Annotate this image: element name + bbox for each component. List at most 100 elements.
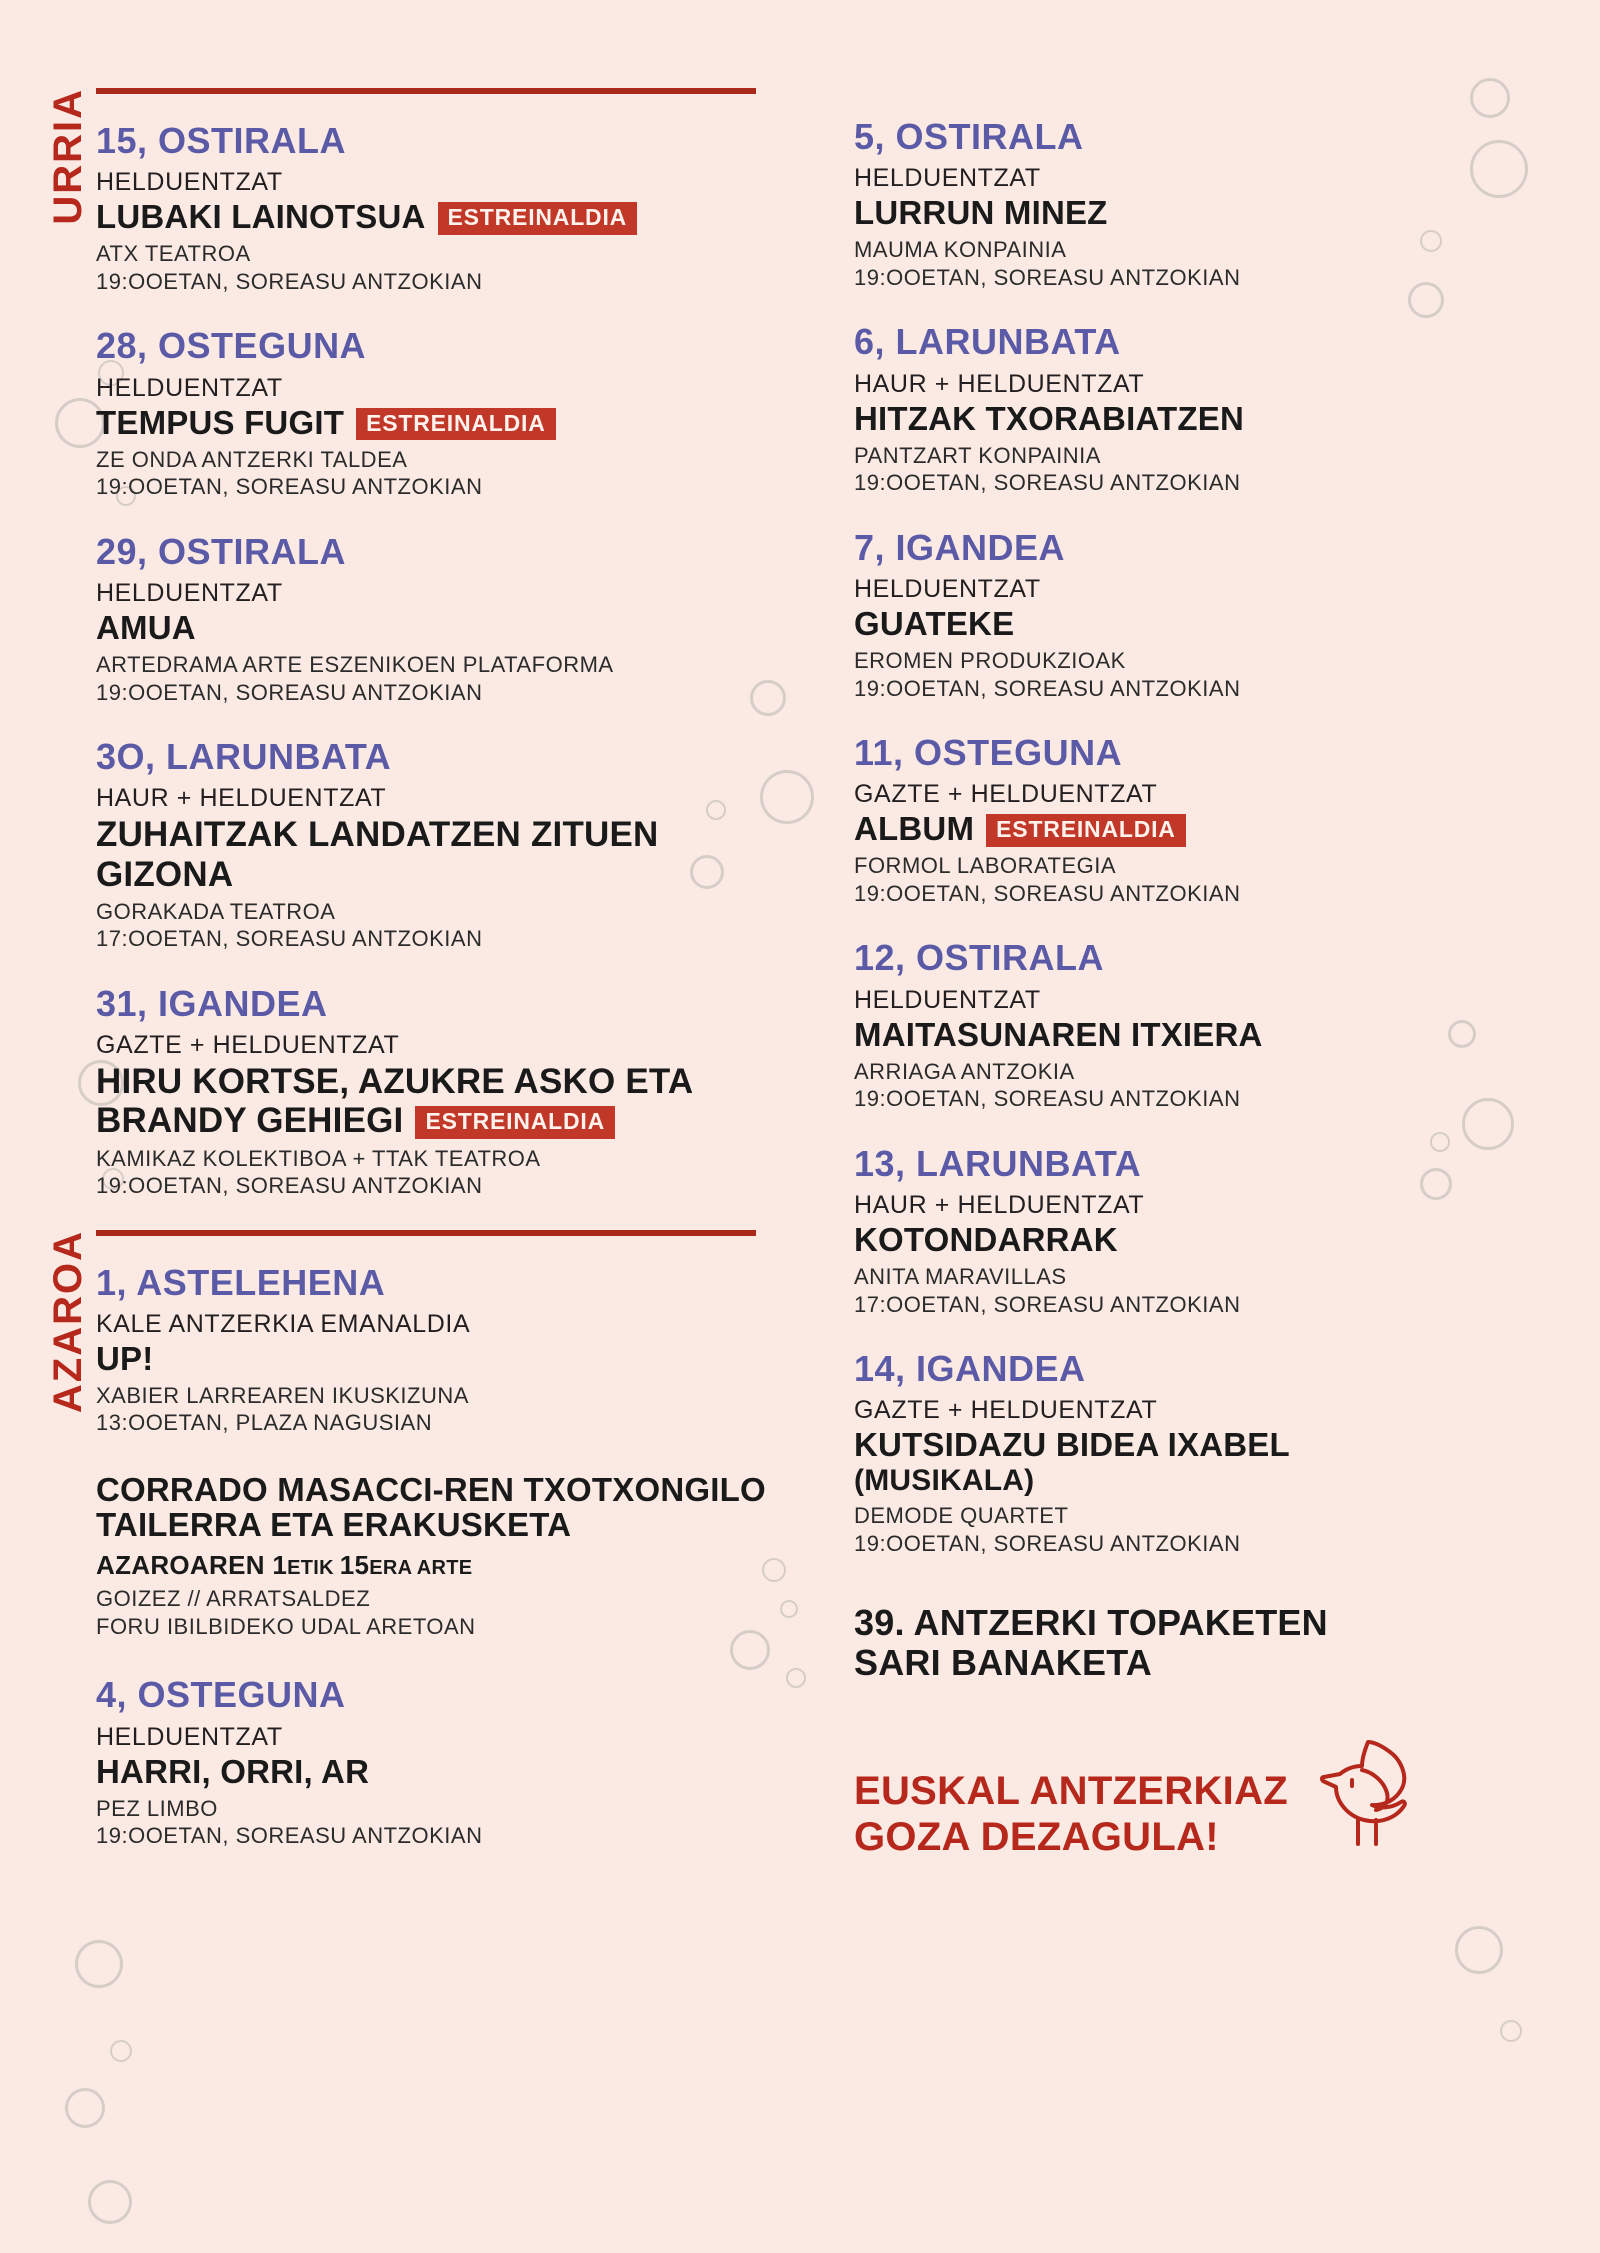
event-time-venue: 19:OOETAN, SOREASU ANTZOKIAN	[854, 880, 1241, 906]
event-time-venue: 19:OOETAN, SOREASU ANTZOKIAN	[854, 1086, 1241, 1112]
event-time-venue: 13:OOETAN, PLAZA NAGUSIAN	[96, 1410, 433, 1436]
award-line-1: 39. ANTZERKI TOPAKETEN	[854, 1602, 1328, 1643]
month-label-november: AZAROA	[46, 1229, 90, 1413]
event-company: PANTZART KONPAINIA	[854, 442, 1101, 468]
event-date: 13, LARUNBATA	[854, 1142, 1142, 1184]
month-section-november: AZAROA 1, ASTELEHENA KALE ANTZERKIA EMAN…	[46, 1229, 796, 1850]
closing-slogan-block: EUSKAL ANTZERKIAZ GOZA DEZAGULA!	[854, 1730, 1494, 1861]
event-time-venue: 19:OOETAN, SOREASU ANTZOKIAN	[96, 1173, 483, 1199]
award-ceremony-title: 39. ANTZERKI TOPAKETEN SARI BANAKETA	[854, 1602, 1494, 1684]
event-title: LURRUN MINEZ	[854, 194, 1108, 232]
event-title: HITZAK TXORABIATZEN	[854, 399, 1244, 437]
event-company: FORMOL LABORATEGIA	[854, 853, 1117, 879]
event-date: 4, OSTEGUNA	[96, 1674, 346, 1716]
event-title: UP!	[96, 1339, 154, 1377]
award-line-2: SARI BANAKETA	[854, 1642, 1152, 1684]
event-time-venue: 19:OOETAN, SOREASU ANTZOKIAN	[96, 268, 483, 294]
event-title: ALBUM ESTREINALDIA	[854, 810, 1494, 848]
slogan-line-1: EUSKAL ANTZERKIAZ	[854, 1769, 1288, 1814]
event-date: 12, OSTIRALA	[854, 937, 1105, 979]
event-company: ZE ONDA ANTZERKI TALDEA	[96, 446, 408, 472]
event-title: KOTONDARRAK	[854, 1221, 1118, 1259]
event-company: KAMIKAZ KOLEKTIBOA + TTAK TEATROA	[96, 1145, 541, 1171]
event-company: GORAKADA TEATROA	[96, 898, 336, 924]
event-card[interactable]: 28, OSTEGUNA HELDUENTZAT TEMPUS FUGIT EST…	[96, 325, 796, 500]
event-card[interactable]: 4, OSTEGUNA HELDUENTZAT HARRI, ORRI, AR …	[96, 1674, 796, 1849]
event-company: ARRIAGA ANTZOKIA	[854, 1058, 1075, 1084]
event-date: 15, OSTIRALA	[96, 120, 347, 161]
event-time-venue: 19:OOETAN, SOREASU ANTZOKIAN	[854, 470, 1241, 496]
event-card[interactable]: 29, OSTIRALA HELDUENTZAT AMUA ARTEDRAMA …	[96, 531, 796, 706]
event-card[interactable]: 5, OSTIRALA HELDUENTZAT LURRUN MINEZ MAU…	[854, 116, 1494, 291]
event-card[interactable]: 11, OSTEGUNA GAZTE + HELDUENTZAT ALBUM ES…	[854, 732, 1494, 907]
event-audience: HAUR + HELDUENTZAT	[854, 1191, 1145, 1220]
event-date: 14, IGANDEA	[854, 1348, 1086, 1390]
workshop-dates: AZAROAREN 1ETIK 15ERA ARTE	[96, 1550, 473, 1581]
event-title: LUBAKI LAINOTSUA ESTREINALDIA	[96, 198, 796, 236]
event-time-venue: 19:OOETAN, SOREASU ANTZOKIAN	[854, 264, 1241, 290]
event-title: HIRU KORTSE, AZUKRE ASKO ETA BRANDY GEHI…	[96, 1062, 693, 1141]
event-audience: GAZTE + HELDUENTZAT	[96, 1031, 400, 1060]
event-title: GUATEKE	[854, 605, 1015, 643]
event-time-venue: 19:OOETAN, SOREASU ANTZOKIAN	[96, 679, 483, 705]
closing-slogan: EUSKAL ANTZERKIAZ GOZA DEZAGULA!	[854, 1769, 1288, 1860]
event-company: EROMEN PRODUKZIOAK	[854, 648, 1126, 674]
right-column: 5, OSTIRALA HELDUENTZAT LURRUN MINEZ MAU…	[854, 88, 1494, 1880]
event-card[interactable]: 3O, LARUNBATA HAUR + HELDUENTZAT ZUHAITZ…	[96, 736, 796, 953]
event-company: PEZ LIMBO	[96, 1795, 218, 1821]
event-company: ATX TEATROA	[96, 241, 251, 267]
event-audience: HELDUENTZAT	[96, 579, 283, 608]
month-section-october: URRIA 15, OSTIRALA HELDUENTZAT LUBAKI LA…	[46, 88, 796, 1200]
event-card[interactable]: 15, OSTIRALA HELDUENTZAT LUBAKI LAINOTSU…	[96, 120, 796, 295]
workshop-title: CORRADO MASACCI-REN TXOTXONGILO TAILERRA…	[96, 1470, 766, 1543]
event-audience: HELDUENTZAT	[96, 168, 283, 197]
event-audience: HELDUENTZAT	[96, 373, 283, 402]
event-audience: HELDUENTZAT	[854, 164, 1041, 193]
event-company: ANITA MARAVILLAS	[854, 1264, 1067, 1290]
premiere-badge: ESTREINALDIA	[437, 202, 638, 236]
event-time-venue: 19:OOETAN, SOREASU ANTZOKIAN	[96, 1823, 483, 1849]
section-divider-rule	[96, 88, 756, 94]
event-date: 28, OSTEGUNA	[96, 325, 367, 367]
event-time-venue: 19:OOETAN, SOREASU ANTZOKIAN	[96, 474, 483, 500]
event-date: 6, LARUNBATA	[854, 321, 1121, 363]
event-title: ZUHAITZAK LANDATZEN ZITUEN GIZONA	[96, 815, 659, 894]
slogan-line-2: GOZA DEZAGULA!	[854, 1815, 1219, 1860]
event-audience: HELDUENTZAT	[854, 575, 1041, 604]
event-card[interactable]: 12, OSTIRALA HELDUENTZAT MAITASUNAREN IT…	[854, 937, 1494, 1112]
event-company: MAUMA KONPAINIA	[854, 237, 1067, 263]
event-date: 11, OSTEGUNA	[854, 732, 1123, 774]
section-divider-rule	[96, 1229, 756, 1236]
festival-program-poster: URRIA 15, OSTIRALA HELDUENTZAT LUBAKI LA…	[46, 88, 1494, 1880]
left-column: URRIA 15, OSTIRALA HELDUENTZAT LUBAKI LA…	[46, 88, 796, 1880]
event-date: 31, IGANDEA	[96, 982, 328, 1024]
premiere-badge: ESTREINALDIA	[415, 1106, 616, 1140]
workshop-card[interactable]: CORRADO MASACCI-REN TXOTXONGILO TAILERRA…	[96, 1470, 796, 1640]
event-card[interactable]: 1, ASTELEHENA KALE ANTZERKIA EMANALDIA U…	[96, 1262, 796, 1437]
event-date: 5, OSTIRALA	[854, 116, 1084, 157]
event-title: KUTSIDAZU BIDEA IXABEL (MUSIKALA)	[854, 1426, 1494, 1498]
event-card[interactable]: 13, LARUNBATA HAUR + HELDUENTZAT KOTONDA…	[854, 1143, 1494, 1318]
event-date: 29, OSTIRALA	[96, 530, 347, 572]
event-card[interactable]: 6, LARUNBATA HAUR + HELDUENTZAT HITZAK T…	[854, 321, 1494, 496]
bird-icon	[1306, 1730, 1426, 1855]
event-time-venue: 19:OOETAN, SOREASU ANTZOKIAN	[854, 675, 1241, 701]
event-audience: GAZTE + HELDUENTZAT	[854, 1396, 1158, 1425]
event-time-venue: 17:OOETAN, SOREASU ANTZOKIAN	[96, 926, 483, 952]
month-label-october: URRIA	[46, 88, 90, 225]
event-date: 1, ASTELEHENA	[96, 1261, 386, 1303]
event-company: DEMODE QUARTET	[854, 1503, 1069, 1528]
event-time-venue: 19:OOETAN, SOREASU ANTZOKIAN	[854, 1530, 1241, 1556]
event-title: MAITASUNAREN ITXIERA	[854, 1015, 1263, 1053]
event-date: 3O, LARUNBATA	[96, 736, 392, 778]
event-card[interactable]: 7, IGANDEA HELDUENTZAT GUATEKE EROMEN PR…	[854, 527, 1494, 702]
premiere-badge: ESTREINALDIA	[986, 814, 1186, 848]
event-card[interactable]: 31, IGANDEA GAZTE + HELDUENTZAT HIRU KOR…	[96, 983, 796, 1200]
event-time-venue: 17:OOETAN, SOREASU ANTZOKIAN	[854, 1291, 1241, 1317]
event-date: 7, IGANDEA	[854, 526, 1066, 568]
event-title-subtitle: (MUSIKALA)	[854, 1464, 1035, 1498]
event-title: HARRI, ORRI, AR	[96, 1752, 370, 1790]
event-audience: GAZTE + HELDUENTZAT	[854, 780, 1158, 809]
event-audience: HELDUENTZAT	[96, 1722, 283, 1751]
event-card[interactable]: 14, IGANDEA GAZTE + HELDUENTZAT KUTSIDAZ…	[854, 1348, 1494, 1557]
